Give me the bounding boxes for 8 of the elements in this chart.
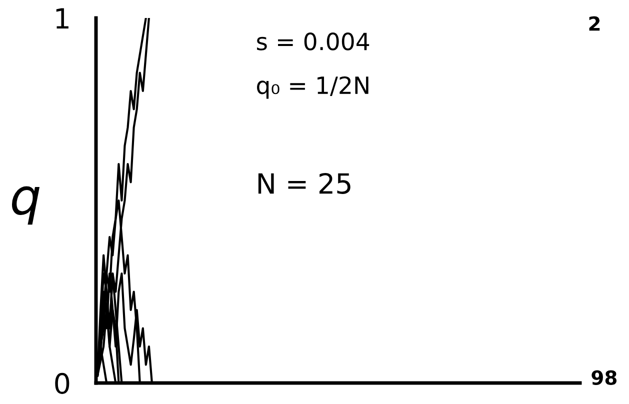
text: 98	[592, 370, 617, 385]
y-axis-title: q	[12, 186, 40, 225]
annotation: q₀ = 1/2N	[257, 76, 368, 99]
annotation: N = 25	[258, 172, 350, 194]
annotation: s = 0.004	[257, 32, 370, 50]
y-tick-label: 0	[55, 372, 70, 394]
y-tick-label: 1	[56, 8, 68, 29]
text: 2	[589, 16, 600, 31]
